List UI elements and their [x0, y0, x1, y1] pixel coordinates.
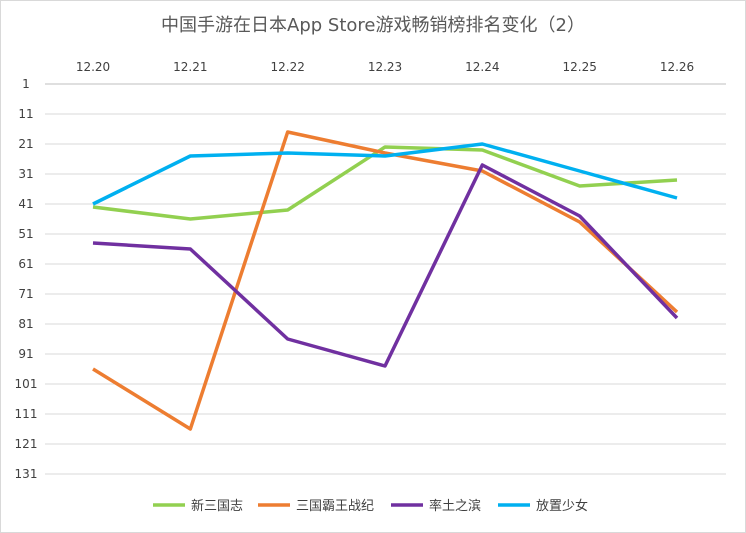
y-tick-label: 71: [18, 287, 33, 301]
y-tick-label: 131: [15, 467, 38, 481]
y-tick-label: 51: [18, 227, 33, 241]
y-tick-label: 101: [15, 377, 38, 391]
y-tick-label: 11: [18, 107, 33, 121]
legend-label: 新三国志: [191, 498, 243, 514]
series-line-0: [92, 145, 678, 221]
y-tick-label: 121: [15, 437, 38, 451]
y-tick-label: 41: [18, 197, 33, 211]
legend-label: 放置少女: [536, 498, 588, 514]
y-tick-label: 61: [18, 257, 33, 271]
x-tick-label: 12.24: [465, 60, 499, 74]
chart-title: 中国手游在日本App Store游戏畅销榜排名变化（2）: [161, 15, 585, 36]
y-tick-label: 1: [22, 77, 30, 91]
x-tick-label: 12.22: [270, 60, 304, 74]
y-tick-label: 91: [18, 347, 33, 361]
y-tick-label: 111: [15, 407, 38, 421]
legend-label: 率土之滨: [429, 498, 481, 514]
y-tick-label: 31: [18, 167, 33, 181]
y-tick-label: 21: [18, 137, 33, 151]
x-tick-label: 12.25: [562, 60, 596, 74]
series-line-2: [92, 163, 679, 368]
y-tick-label: 81: [18, 317, 33, 331]
x-tick-label: 12.23: [368, 60, 402, 74]
x-tick-label: 12.20: [76, 60, 110, 74]
legend-label: 三国霸王战纪: [296, 499, 374, 514]
x-tick-label: 12.21: [173, 60, 207, 74]
x-tick-label: 12.26: [660, 60, 694, 74]
